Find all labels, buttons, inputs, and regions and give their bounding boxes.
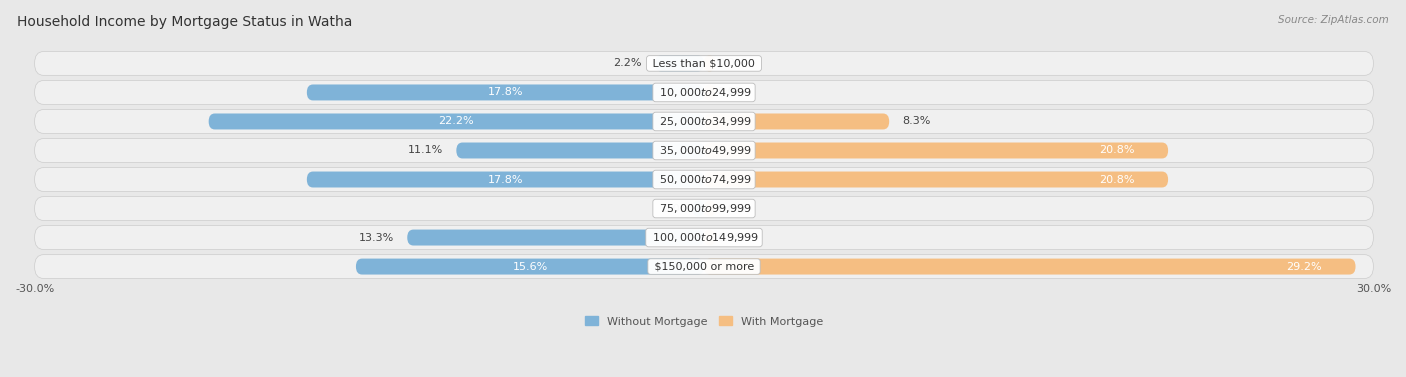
Text: 11.1%: 11.1% [408, 146, 443, 155]
FancyBboxPatch shape [704, 259, 1355, 274]
Text: $75,000 to $99,999: $75,000 to $99,999 [655, 202, 752, 215]
FancyBboxPatch shape [307, 84, 704, 100]
FancyBboxPatch shape [704, 201, 716, 216]
Text: $50,000 to $74,999: $50,000 to $74,999 [655, 173, 752, 186]
FancyBboxPatch shape [208, 113, 704, 129]
Text: $100,000 to $149,999: $100,000 to $149,999 [648, 231, 759, 244]
FancyBboxPatch shape [704, 113, 889, 129]
Text: 0.0%: 0.0% [717, 87, 745, 98]
FancyBboxPatch shape [704, 230, 716, 245]
Text: 22.2%: 22.2% [439, 116, 474, 126]
Text: 13.3%: 13.3% [359, 233, 394, 242]
FancyBboxPatch shape [356, 259, 704, 274]
Text: 8.3%: 8.3% [903, 116, 931, 126]
FancyBboxPatch shape [35, 110, 1374, 133]
FancyBboxPatch shape [704, 84, 716, 100]
Text: Household Income by Mortgage Status in Watha: Household Income by Mortgage Status in W… [17, 15, 353, 29]
FancyBboxPatch shape [35, 52, 1374, 75]
Text: Source: ZipAtlas.com: Source: ZipAtlas.com [1278, 15, 1389, 25]
FancyBboxPatch shape [307, 172, 704, 187]
Text: $150,000 or more: $150,000 or more [651, 262, 758, 271]
Text: 17.8%: 17.8% [488, 175, 523, 184]
FancyBboxPatch shape [35, 226, 1374, 250]
FancyBboxPatch shape [35, 139, 1374, 162]
FancyBboxPatch shape [457, 143, 704, 158]
FancyBboxPatch shape [693, 201, 704, 216]
Text: 2.2%: 2.2% [613, 58, 641, 69]
Text: 0.0%: 0.0% [717, 204, 745, 213]
Text: 0.0%: 0.0% [662, 204, 690, 213]
Text: 0.0%: 0.0% [717, 233, 745, 242]
Text: 15.6%: 15.6% [512, 262, 547, 271]
FancyBboxPatch shape [704, 143, 1168, 158]
FancyBboxPatch shape [704, 172, 1168, 187]
FancyBboxPatch shape [704, 55, 716, 71]
Text: $25,000 to $34,999: $25,000 to $34,999 [655, 115, 752, 128]
FancyBboxPatch shape [35, 255, 1374, 279]
FancyBboxPatch shape [35, 81, 1374, 104]
FancyBboxPatch shape [35, 168, 1374, 192]
Text: 20.8%: 20.8% [1099, 175, 1135, 184]
Text: 29.2%: 29.2% [1286, 262, 1322, 271]
Text: $35,000 to $49,999: $35,000 to $49,999 [655, 144, 752, 157]
Text: Less than $10,000: Less than $10,000 [650, 58, 759, 69]
Text: 17.8%: 17.8% [488, 87, 523, 98]
FancyBboxPatch shape [655, 55, 704, 71]
Legend: Without Mortgage, With Mortgage: Without Mortgage, With Mortgage [585, 316, 823, 326]
Text: 0.0%: 0.0% [717, 58, 745, 69]
FancyBboxPatch shape [35, 197, 1374, 221]
FancyBboxPatch shape [408, 230, 704, 245]
Text: $10,000 to $24,999: $10,000 to $24,999 [655, 86, 752, 99]
Text: 20.8%: 20.8% [1099, 146, 1135, 155]
